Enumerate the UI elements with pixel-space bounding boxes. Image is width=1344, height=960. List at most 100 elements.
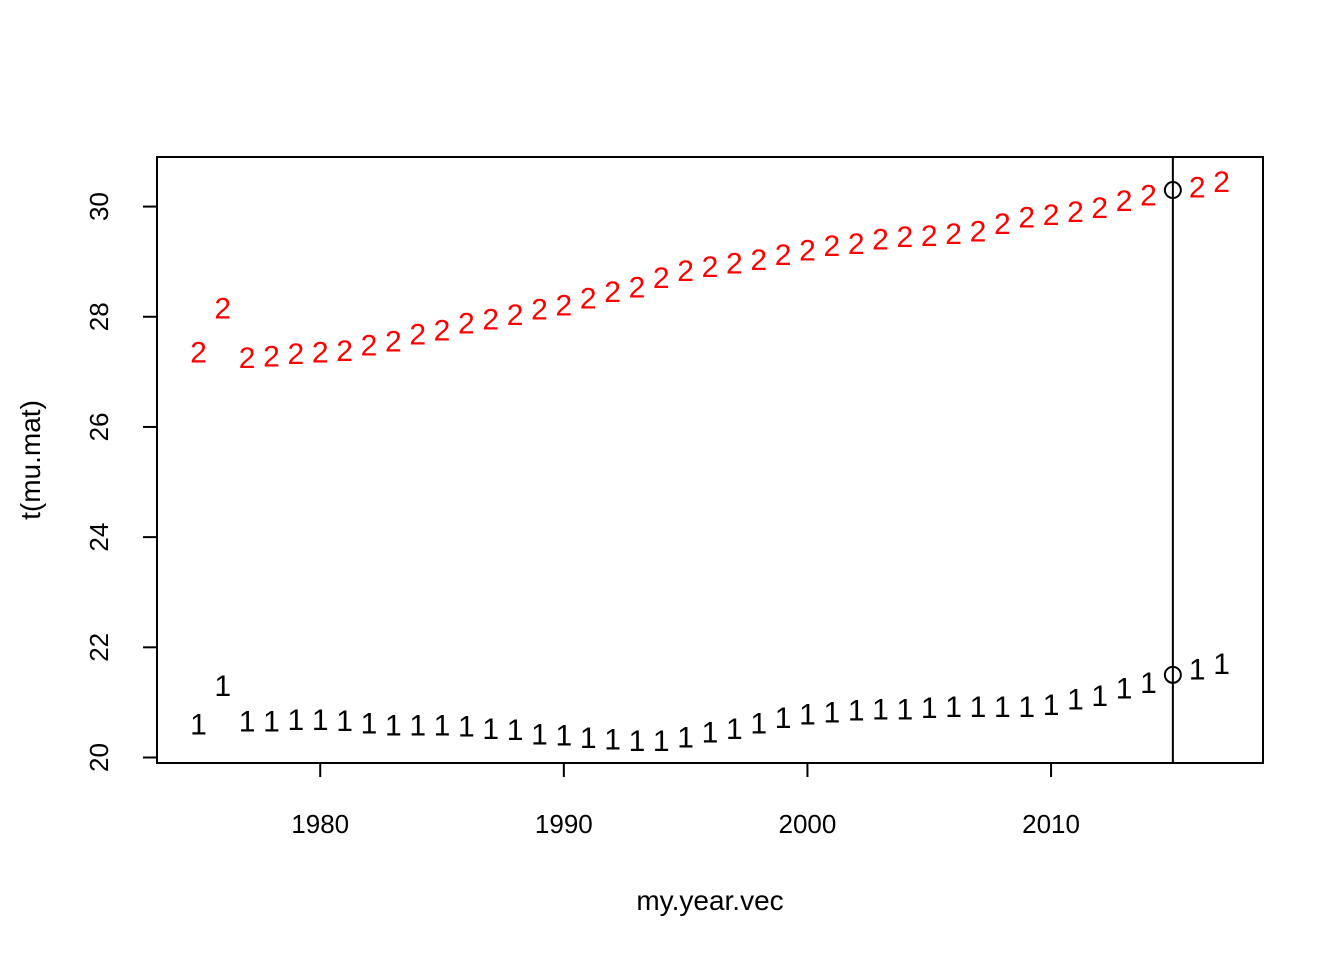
series-2-point: 2 — [1140, 180, 1157, 213]
series-1-point: 1 — [239, 706, 256, 739]
series-2-point: 2 — [702, 251, 719, 284]
series-1-point: 1 — [434, 710, 451, 743]
series-1-point: 1 — [897, 694, 914, 727]
series-2-point: 2 — [312, 337, 329, 370]
y-tick-label: 22 — [84, 633, 114, 662]
series-1-point: 1 — [336, 705, 353, 738]
series-2-point: 2 — [434, 315, 451, 348]
series-1-point: 1 — [702, 717, 719, 750]
series-2-point: 2 — [1018, 202, 1035, 235]
series-2-point: 2 — [385, 326, 402, 359]
series-1-point: 1 — [823, 696, 840, 729]
x-axis: 1980 1990 2000 2010 — [291, 762, 1080, 839]
series-2-point: 2 — [897, 221, 914, 254]
highlight-point — [1163, 181, 1182, 200]
series-2-point: 2 — [190, 337, 207, 370]
series-1-point: 1 — [482, 713, 499, 746]
series-1-point: 1 — [555, 719, 572, 752]
x-tick-label: 2010 — [1022, 809, 1080, 839]
series-2-point: 2 — [361, 329, 378, 362]
series-1-point: 1 — [361, 707, 378, 740]
y-axis-title: t(mu.mat) — [15, 400, 46, 520]
series-1-point: 1 — [263, 706, 280, 739]
series-2-point: 2 — [945, 218, 962, 251]
plot-frame — [156, 156, 1264, 764]
series-1-point: 1 — [385, 710, 402, 743]
series-2-point: 2 — [239, 342, 256, 375]
series-1-point: 1 — [214, 670, 231, 703]
series-1-point: 1 — [1043, 689, 1060, 722]
series-1-point: 1 — [848, 695, 865, 728]
series-2-point: 2 — [726, 247, 743, 280]
series-1-point: 1 — [629, 725, 646, 758]
series-2-point: 2 — [482, 304, 499, 337]
series-2-point: 2 — [823, 230, 840, 263]
series-1-point: 1 — [945, 691, 962, 724]
series-2-point: 2 — [580, 283, 597, 316]
y-tick-label: 20 — [84, 743, 114, 772]
series-2-point: 2 — [1067, 196, 1084, 229]
series-2-point: 2 — [409, 318, 426, 351]
series-2-point: 2 — [458, 307, 475, 340]
series-1-point: 1 — [580, 722, 597, 755]
x-tick-label: 1980 — [291, 809, 349, 839]
y-tick-label: 24 — [84, 523, 114, 552]
series-1-point: 1 — [312, 704, 329, 737]
x-axis-title: my.year.vec — [636, 885, 783, 916]
data-marks: 111 1 1 1 1 1 1 1 1 1 1 1 1 1 1 1 1 1 1 1 1 1 1 1 1 1 1 1 1 1 1 1 1 1 1 1 1 1… — [190, 166, 1230, 758]
series-1-point: 1 — [604, 723, 621, 756]
series-1-point: 1 — [288, 704, 305, 737]
series-1-point: 1 — [994, 691, 1011, 724]
series-2-point: 2 — [653, 262, 670, 295]
reference-overlay — [1163, 157, 1182, 763]
series-2-point: 2 — [629, 272, 646, 305]
series-1-point: 1 — [726, 713, 743, 746]
series-2-point: 2 — [970, 215, 987, 248]
series-1-point: 1 — [1116, 673, 1133, 706]
series-2-point: 2 — [848, 228, 865, 261]
series-1-point: 1 — [677, 722, 694, 755]
series-2-point: 2 — [775, 239, 792, 272]
series-1-point: 1 — [775, 702, 792, 735]
series-2-point: 2 — [336, 335, 353, 368]
series-2-point: 2 — [507, 299, 524, 332]
series-1-point: 1 — [409, 710, 426, 743]
series-1-point: 1 — [970, 691, 987, 724]
series-2-point: 2 — [1116, 185, 1133, 218]
y-tick-label: 30 — [84, 192, 114, 221]
series-1-point: 1 — [921, 692, 938, 725]
series-2-point: 2 — [263, 340, 280, 373]
series-2-point: 2 — [750, 244, 767, 277]
series-1-point: 1 — [653, 725, 670, 758]
series-1-point: 1 — [458, 711, 475, 744]
series-1-point: 1 — [1067, 684, 1084, 717]
series-2-point: 2 — [677, 255, 694, 288]
highlight-point — [1163, 665, 1182, 684]
series-2-point: 2 — [1043, 199, 1060, 232]
series-2-point: 2 — [921, 220, 938, 253]
series-1-point: 1 — [507, 714, 524, 747]
series-2-point: 2 — [1213, 166, 1230, 199]
series-2-point: 2 — [872, 224, 889, 257]
x-tick-label: 2000 — [779, 809, 837, 839]
y-tick-label: 28 — [84, 302, 114, 331]
series-1-point: 1 — [1189, 653, 1206, 686]
series-2-point: 2 — [288, 338, 305, 371]
series-2-point: 2 — [531, 294, 548, 327]
y-tick-label: 26 — [84, 412, 114, 441]
series-2-point: 2 — [1091, 192, 1108, 225]
series-1-point: 1 — [531, 718, 548, 751]
x-tick-label: 1990 — [535, 809, 593, 839]
series-2-point: 2 — [214, 293, 231, 326]
series-1-point: 1 — [1091, 680, 1108, 713]
series-1-point: 1 — [872, 694, 889, 727]
series-1-point: 1 — [750, 707, 767, 740]
series-2-point: 2 — [1189, 171, 1206, 204]
series-2-point: 2 — [604, 276, 621, 309]
series-1-point: 1 — [1213, 648, 1230, 681]
y-axis: 20 22 24 26 28 30 — [84, 192, 158, 772]
series-2-point: 2 — [555, 290, 572, 323]
series-1-point: 1 — [1018, 691, 1035, 724]
series-2-point: 2 — [799, 235, 816, 268]
